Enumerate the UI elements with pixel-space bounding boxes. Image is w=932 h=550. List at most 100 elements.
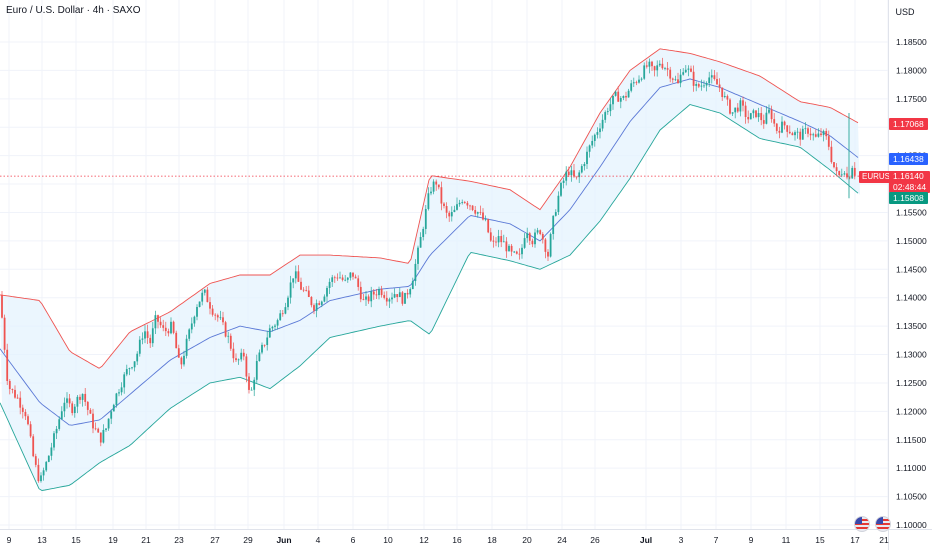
candle-body	[739, 100, 742, 112]
candle-body	[287, 297, 289, 308]
price-tick-label: 1.11000	[896, 463, 926, 473]
candle-body	[157, 315, 159, 322]
time-tick-label: 9	[749, 535, 754, 545]
candle-body	[827, 136, 830, 147]
candle-body	[266, 337, 269, 346]
candle-body	[495, 241, 497, 243]
candle-body	[94, 428, 97, 430]
time-tick-label: 23	[174, 535, 184, 545]
candle-body	[612, 95, 614, 105]
candle-body	[232, 348, 235, 359]
candle-body	[853, 167, 856, 176]
candle-body	[840, 174, 843, 176]
candle-body	[398, 292, 401, 298]
candle-body	[391, 297, 393, 300]
candle-body	[682, 72, 685, 75]
candle-body	[469, 205, 471, 207]
us-flag-event-icon-2[interactable]	[875, 516, 891, 532]
price-tick-label: 1.13000	[896, 350, 927, 360]
candle-body	[697, 84, 700, 87]
candle-body	[271, 326, 274, 329]
candle-body	[170, 321, 172, 334]
candle-body	[744, 105, 747, 117]
time-tick-label: 17	[850, 535, 860, 545]
candle-body	[66, 398, 68, 403]
candle-body	[422, 228, 425, 238]
candle-body	[684, 69, 687, 73]
last-price-tag: 1.16140 02:48:44	[889, 171, 931, 193]
candle-body	[705, 83, 708, 86]
candle-body	[825, 131, 828, 137]
candle-body	[638, 79, 640, 83]
candle-body	[534, 232, 536, 245]
candle-body	[666, 68, 669, 70]
candle-body	[796, 131, 799, 133]
bollinger-upper-line	[0, 48, 859, 369]
candle-body	[211, 308, 214, 315]
candle-body	[86, 401, 89, 410]
candle-body	[419, 237, 422, 248]
time-tick-label: 18	[487, 535, 497, 545]
symbol-title[interactable]: Euro / U.S. Dollar · 4h · SAXO	[6, 5, 141, 16]
time-tick-label: 15	[815, 535, 825, 545]
candle-body	[536, 230, 539, 233]
time-tick-label: 10	[383, 535, 393, 545]
candle-body	[521, 247, 523, 255]
candle-body	[729, 99, 731, 114]
candle-body	[203, 289, 206, 293]
candle-body	[55, 428, 58, 434]
candle-body	[591, 140, 594, 146]
candle-body	[448, 212, 451, 217]
candle-body	[34, 456, 37, 465]
candle-body	[757, 113, 760, 118]
currency-label[interactable]: USD	[895, 7, 915, 17]
candle-body	[414, 263, 417, 282]
candle-body	[362, 299, 365, 301]
candle-body	[183, 355, 185, 365]
candle-body	[807, 128, 809, 134]
candle-body	[640, 78, 643, 80]
candle-body	[762, 120, 765, 124]
candle-body	[656, 65, 659, 71]
candle-body	[40, 475, 42, 482]
candle-body	[99, 432, 102, 443]
candle-body	[206, 289, 209, 303]
time-axis[interactable]: 9 13 15 19 21 23 27 29 Jun 4 6 10 12 16 18 20 24 26 Jul 3 7 9…	[7, 535, 889, 545]
lower-band-price-tag: 1.15808	[889, 192, 928, 204]
candle-body	[224, 322, 227, 337]
candle-body	[703, 85, 705, 87]
candle-body	[131, 367, 133, 369]
candle-body	[37, 464, 40, 482]
candle-body	[3, 317, 6, 350]
candle-body	[515, 251, 518, 254]
candle-body	[45, 461, 48, 471]
candle-body	[279, 313, 282, 321]
candle-body	[71, 403, 74, 414]
candle-body	[229, 335, 232, 349]
candle-body	[201, 292, 204, 302]
basis-price-tag: 1.16438	[889, 153, 928, 165]
candle-body	[133, 361, 136, 368]
candle-body	[380, 288, 383, 296]
candle-body	[518, 253, 521, 255]
candle-body	[393, 294, 396, 298]
candle-body	[661, 63, 664, 69]
candle-body	[341, 277, 344, 280]
candle-body	[120, 387, 123, 393]
price-axis[interactable]: 1.185001.180001.175001.170001.165001.160…	[896, 37, 927, 530]
candle-body	[461, 201, 464, 203]
candle-body	[297, 271, 300, 282]
candle-body	[11, 389, 14, 390]
us-flag-event-icon[interactable]	[854, 516, 870, 532]
price-tick-label: 1.14000	[896, 293, 927, 303]
candle-body	[718, 84, 721, 88]
candle-body	[216, 315, 219, 318]
candle-body	[372, 291, 375, 295]
candle-body	[778, 130, 781, 133]
candle-body	[731, 112, 734, 114]
candle-body	[76, 396, 79, 407]
candle-body	[489, 232, 492, 241]
candle-body	[68, 398, 71, 404]
candle-body	[593, 134, 596, 141]
